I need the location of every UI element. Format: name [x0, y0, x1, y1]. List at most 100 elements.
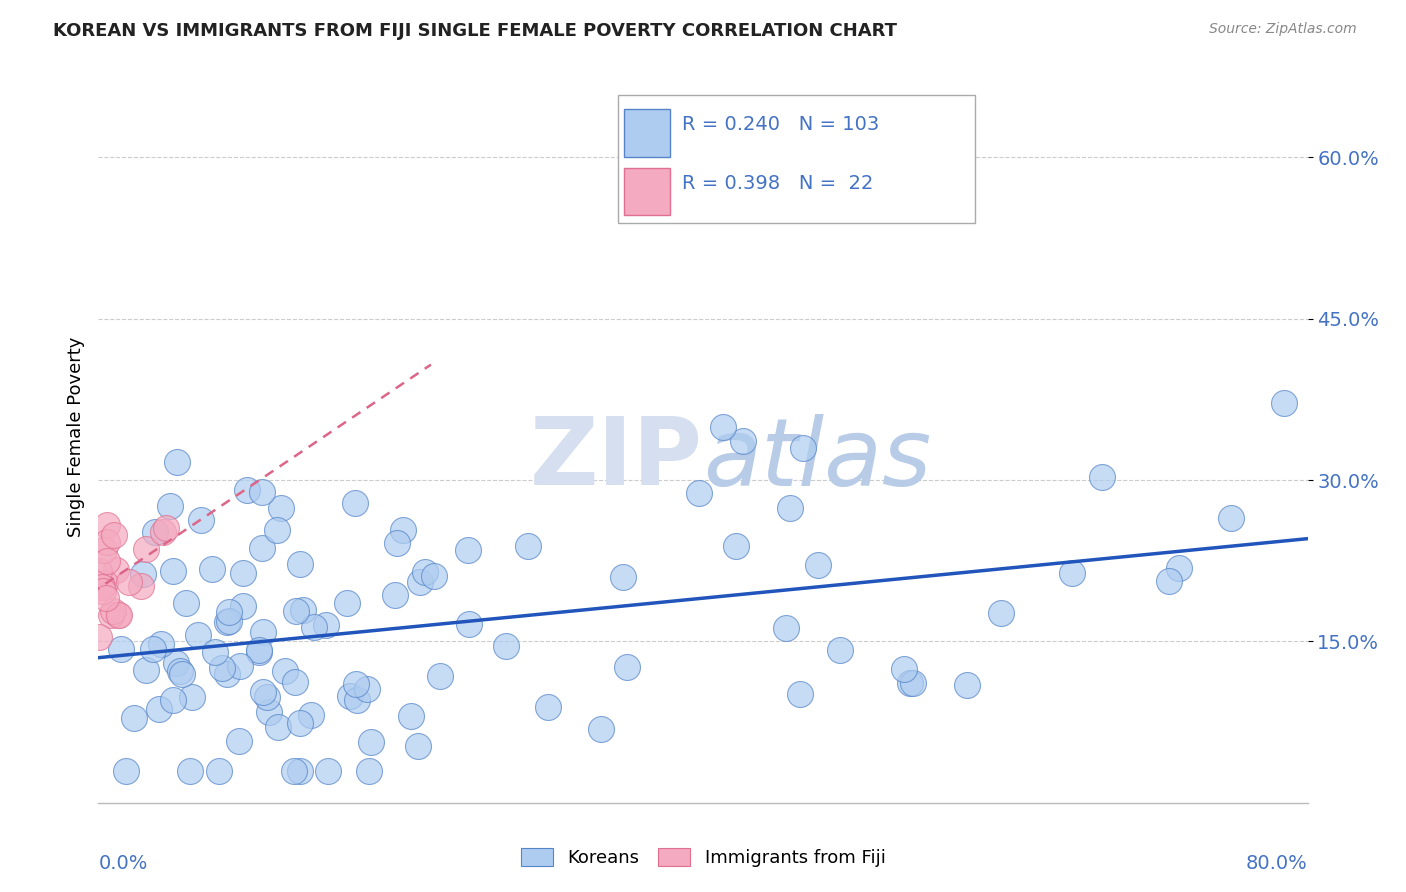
- Point: [250, 541, 273, 555]
- Point: [91, 580, 114, 594]
- Point: [724, 540, 747, 554]
- Point: [356, 682, 378, 697]
- Point: [101, 604, 124, 618]
- Point: [170, 666, 193, 681]
- Point: [385, 536, 408, 550]
- Point: [495, 639, 517, 653]
- Point: [391, 523, 413, 537]
- Point: [360, 735, 382, 749]
- Point: [384, 588, 406, 602]
- Point: [142, 642, 165, 657]
- Point: [1272, 396, 1295, 410]
- Point: [1091, 469, 1114, 483]
- Point: [779, 500, 801, 515]
- Point: [93, 543, 115, 558]
- Legend: Koreans, Immigrants from Fiji: Koreans, Immigrants from Fiji: [520, 847, 886, 867]
- Point: [792, 441, 814, 455]
- Point: [105, 563, 128, 577]
- Point: [100, 608, 122, 623]
- Point: [247, 643, 270, 657]
- Point: [1157, 574, 1180, 588]
- Text: 0.0%: 0.0%: [98, 854, 148, 873]
- Point: [284, 604, 307, 618]
- Point: [893, 662, 915, 676]
- Point: [208, 764, 231, 778]
- FancyBboxPatch shape: [619, 95, 976, 223]
- Point: [150, 637, 173, 651]
- Y-axis label: Single Female Poverty: Single Female Poverty: [66, 337, 84, 537]
- Point: [956, 678, 979, 692]
- FancyBboxPatch shape: [624, 168, 671, 216]
- Point: [315, 618, 337, 632]
- Point: [218, 615, 240, 629]
- Point: [457, 542, 479, 557]
- Point: [162, 693, 184, 707]
- Text: atlas: atlas: [703, 414, 931, 505]
- Point: [107, 607, 129, 622]
- Point: [711, 420, 734, 434]
- Point: [616, 659, 638, 673]
- Point: [250, 485, 273, 500]
- Point: [903, 676, 925, 690]
- Point: [458, 616, 481, 631]
- Point: [107, 607, 129, 622]
- Point: [256, 690, 278, 705]
- Point: [91, 584, 114, 599]
- Text: 80.0%: 80.0%: [1246, 854, 1308, 873]
- Point: [1060, 566, 1083, 580]
- Point: [211, 661, 233, 675]
- Point: [344, 496, 367, 510]
- Point: [93, 575, 115, 590]
- Point: [267, 720, 290, 734]
- FancyBboxPatch shape: [624, 110, 671, 157]
- Point: [423, 569, 446, 583]
- Point: [87, 565, 110, 579]
- Point: [96, 535, 118, 549]
- Point: [96, 554, 118, 568]
- Point: [117, 574, 139, 589]
- Point: [103, 528, 125, 542]
- Point: [1168, 561, 1191, 575]
- Text: KOREAN VS IMMIGRANTS FROM FIJI SINGLE FEMALE POVERTY CORRELATION CHART: KOREAN VS IMMIGRANTS FROM FIJI SINGLE FE…: [53, 22, 897, 40]
- Point: [218, 605, 240, 619]
- Point: [789, 687, 811, 701]
- Point: [215, 615, 238, 630]
- Point: [180, 690, 202, 704]
- Text: R = 0.240   N = 103: R = 0.240 N = 103: [682, 115, 880, 135]
- Point: [302, 620, 325, 634]
- Point: [165, 656, 187, 670]
- Point: [110, 641, 132, 656]
- Point: [228, 734, 250, 748]
- Point: [90, 580, 112, 594]
- Point: [187, 628, 209, 642]
- Point: [283, 764, 305, 778]
- Point: [299, 708, 322, 723]
- Point: [266, 523, 288, 537]
- Point: [990, 606, 1012, 620]
- Point: [589, 722, 612, 736]
- Point: [612, 570, 634, 584]
- Point: [152, 524, 174, 539]
- Point: [135, 663, 157, 677]
- Point: [166, 455, 188, 469]
- Point: [316, 764, 339, 778]
- Point: [429, 669, 451, 683]
- Point: [236, 483, 259, 498]
- Point: [270, 500, 292, 515]
- Point: [406, 739, 429, 754]
- Point: [201, 562, 224, 576]
- Point: [288, 715, 311, 730]
- Point: [155, 521, 177, 535]
- Point: [339, 689, 361, 703]
- Point: [174, 596, 197, 610]
- Point: [143, 524, 166, 539]
- Point: [129, 579, 152, 593]
- Point: [252, 625, 274, 640]
- Point: [284, 674, 307, 689]
- Point: [232, 566, 254, 581]
- Point: [413, 565, 436, 579]
- Point: [898, 676, 921, 690]
- Point: [259, 705, 281, 719]
- Point: [135, 541, 157, 556]
- Point: [115, 764, 138, 778]
